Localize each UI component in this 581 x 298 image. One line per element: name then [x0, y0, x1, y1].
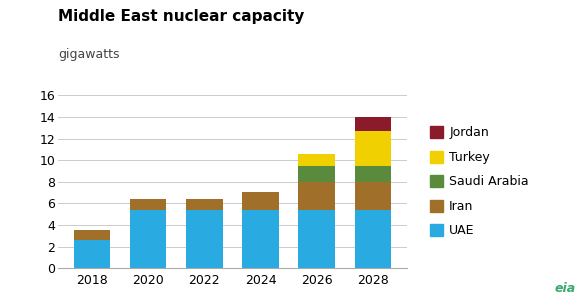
- Bar: [354, 182, 391, 210]
- Bar: [130, 199, 166, 210]
- Bar: [186, 210, 223, 268]
- Bar: [354, 131, 391, 166]
- Bar: [299, 182, 335, 210]
- Bar: [74, 230, 110, 240]
- Bar: [299, 166, 335, 182]
- Bar: [242, 210, 279, 268]
- Text: gigawatts: gigawatts: [58, 48, 120, 61]
- Bar: [354, 117, 391, 131]
- Legend: Jordan, Turkey, Saudi Arabia, Iran, UAE: Jordan, Turkey, Saudi Arabia, Iran, UAE: [431, 126, 529, 238]
- Bar: [186, 199, 223, 210]
- Bar: [354, 210, 391, 268]
- Bar: [299, 210, 335, 268]
- Bar: [242, 192, 279, 210]
- Text: eia: eia: [554, 282, 575, 295]
- Bar: [130, 210, 166, 268]
- Bar: [74, 240, 110, 268]
- Text: Middle East nuclear capacity: Middle East nuclear capacity: [58, 9, 304, 24]
- Bar: [299, 154, 335, 166]
- Bar: [354, 166, 391, 182]
